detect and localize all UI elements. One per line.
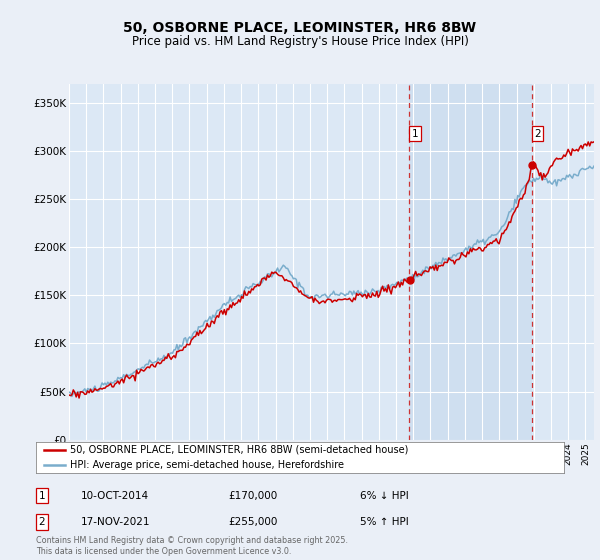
Text: 50, OSBORNE PLACE, LEOMINSTER, HR6 8BW: 50, OSBORNE PLACE, LEOMINSTER, HR6 8BW [124,21,476,35]
Text: HPI: Average price, semi-detached house, Herefordshire: HPI: Average price, semi-detached house,… [70,460,344,470]
Text: 5% ↑ HPI: 5% ↑ HPI [360,517,409,527]
Text: £255,000: £255,000 [228,517,277,527]
Text: 1: 1 [38,491,46,501]
Bar [409,84,532,440]
Text: 6% ↓ HPI: 6% ↓ HPI [360,491,409,501]
Text: £170,000: £170,000 [228,491,277,501]
Text: 1: 1 [412,129,419,139]
Text: 2: 2 [38,517,46,527]
Text: 2: 2 [534,129,541,139]
Text: 10-OCT-2014: 10-OCT-2014 [81,491,149,501]
Text: Contains HM Land Registry data © Crown copyright and database right 2025.
This d: Contains HM Land Registry data © Crown c… [36,536,348,556]
Text: Price paid vs. HM Land Registry's House Price Index (HPI): Price paid vs. HM Land Registry's House … [131,35,469,48]
Text: 17-NOV-2021: 17-NOV-2021 [81,517,151,527]
Text: 50, OSBORNE PLACE, LEOMINSTER, HR6 8BW (semi-detached house): 50, OSBORNE PLACE, LEOMINSTER, HR6 8BW (… [70,445,409,455]
